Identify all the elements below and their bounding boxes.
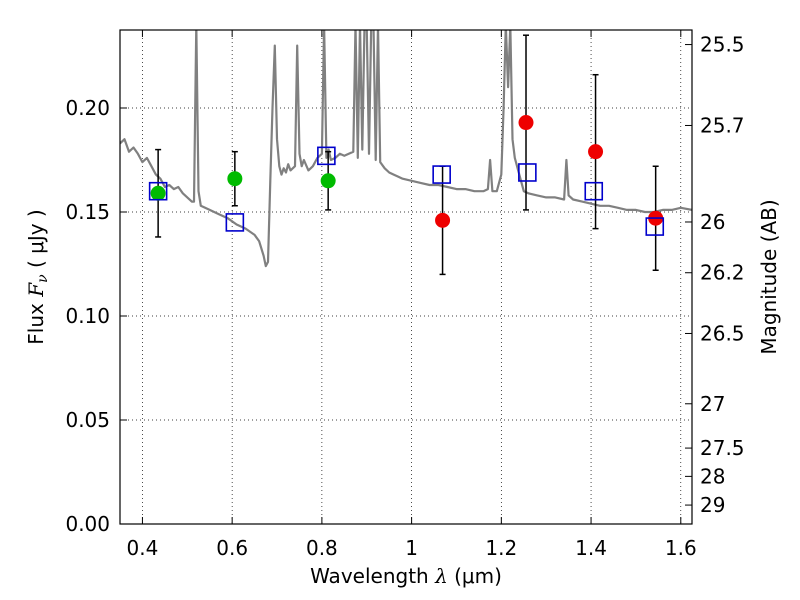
y-axis-label-sub: ν xyxy=(35,274,51,283)
plot-frame xyxy=(119,29,693,525)
x-tick-label-6: 1.6 xyxy=(665,536,697,560)
observed-point-3 xyxy=(435,212,451,228)
synthetic-points xyxy=(148,146,665,236)
y-axis-label-prefix: Flux xyxy=(24,297,48,345)
y2-tick-label-1: 25.7 xyxy=(700,113,745,137)
observed-point-2 xyxy=(320,173,336,189)
y-axis-label-unit: ( μJy ) xyxy=(24,209,48,274)
y-tick-label-0: 0.00 xyxy=(65,512,110,536)
synthetic-point-4 xyxy=(518,163,537,182)
synthetic-point-3 xyxy=(432,165,451,184)
y2-tick-label-4: 26.5 xyxy=(700,321,745,345)
synthetic-point-1 xyxy=(225,213,245,232)
synthetic-point-5 xyxy=(584,181,604,201)
x-tick-label-3: 1 xyxy=(405,536,418,560)
y2-tick-label-8: 29 xyxy=(700,493,725,517)
x-axis-label: Wavelength λ (μm) xyxy=(310,564,502,588)
y-tick-label-3: 0.15 xyxy=(65,200,110,224)
y-tick-label-4: 0.20 xyxy=(65,96,110,120)
x-tick-label-0: 0.4 xyxy=(127,536,159,560)
y-axis: 0.00 0.05 0.10 0.15 0.20 xyxy=(65,96,127,536)
synthetic-point-6 xyxy=(645,217,665,236)
observed-point-5 xyxy=(588,144,604,160)
y2-tick-label-2: 26 xyxy=(700,210,725,234)
x-axis-label-unit: (μm) xyxy=(448,564,502,588)
y2-tick-label-0: 25.5 xyxy=(700,33,745,57)
observed-point-1 xyxy=(227,171,243,187)
y2-tick-label-5: 27 xyxy=(700,392,725,416)
y2-tick-label-3: 26.2 xyxy=(700,261,745,285)
y2-axis: 25.5 25.7 26 26.2 26.5 27 27.5 28 29 xyxy=(685,33,745,517)
y-axis-label-symbol: F xyxy=(24,282,48,298)
synthetic-point-2 xyxy=(317,146,336,166)
y-tick-label-2: 0.10 xyxy=(65,304,110,328)
x-axis-label-symbol: λ xyxy=(434,564,448,588)
y2-tick-label-7: 28 xyxy=(700,464,725,488)
x-axis-label-prefix: Wavelength xyxy=(310,564,435,588)
synthetic-point-0 xyxy=(148,181,168,201)
x-tick-label-5: 1.4 xyxy=(575,536,607,560)
y-tick-label-1: 0.05 xyxy=(65,408,110,432)
model-spectrum-line xyxy=(120,30,692,268)
plot-background xyxy=(120,30,692,524)
x-tick-label-2: 0.8 xyxy=(306,536,338,560)
observed-point-0 xyxy=(150,185,166,201)
x-axis: 0.4 0.6 0.8 1 1.2 1.4 1.6 xyxy=(127,30,697,560)
x-tick-label-1: 0.6 xyxy=(216,536,248,560)
observed-point-4 xyxy=(518,115,534,131)
y2-axis-label: Magnitude (AB) xyxy=(757,199,781,354)
x-tick-label-4: 1.2 xyxy=(485,536,517,560)
y2-tick-label-6: 27.5 xyxy=(700,436,745,460)
y-axis-label: Flux Fν ( μJy ) xyxy=(24,209,51,344)
